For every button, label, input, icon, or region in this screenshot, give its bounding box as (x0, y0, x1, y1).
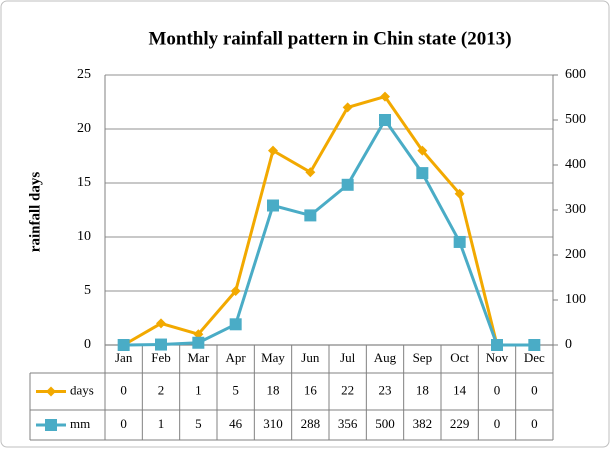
y-tick-label: 10 (77, 229, 91, 244)
table-cell: 16 (304, 382, 318, 397)
table-cell: 356 (338, 416, 358, 431)
point (45, 419, 57, 431)
point (341, 178, 354, 191)
y-tick-label: 5 (84, 283, 91, 298)
y-axis-label: rainfall days (27, 172, 43, 253)
series-line (122, 94, 535, 347)
y-tick-label: 25 (77, 67, 91, 82)
table-cell: 0 (494, 416, 501, 431)
point (229, 318, 242, 331)
legend-label: days (70, 382, 94, 397)
point (342, 102, 353, 113)
x-tick-label: Sep (413, 350, 433, 365)
point (491, 339, 503, 351)
point (453, 235, 466, 248)
table-cell: 288 (301, 416, 321, 431)
table-cell: 382 (413, 416, 433, 431)
y2-tick-label: 200 (565, 247, 586, 262)
point (230, 286, 241, 296)
y-tick-label: 20 (77, 121, 91, 136)
table-cell: 0 (494, 382, 501, 397)
point (155, 338, 167, 351)
table-cell: 0 (531, 416, 538, 431)
table-cell: 0 (120, 416, 127, 431)
point (46, 386, 56, 397)
point (304, 209, 317, 222)
table-cell: 0 (120, 382, 127, 397)
point (117, 339, 130, 351)
y2-tick-label: 500 (565, 112, 586, 127)
table-cell: 2 (158, 382, 165, 397)
chart-title: Monthly rainfall pattern in Chin state (… (148, 28, 511, 49)
point (192, 336, 205, 349)
x-tick-label: Jan (115, 350, 133, 365)
y2-tick-label: 0 (565, 337, 572, 352)
series-line (123, 117, 535, 347)
x-tick-label: Dec (524, 350, 545, 365)
point (379, 114, 391, 126)
point (454, 188, 465, 199)
y-tick-label: 15 (77, 175, 91, 190)
point (156, 318, 166, 329)
y-tick-label: 0 (84, 337, 91, 352)
y2-tick-label: 600 (565, 67, 586, 82)
table-cell: 46 (229, 416, 243, 431)
table-cell: 23 (379, 382, 392, 397)
table-cell: 14 (453, 382, 467, 397)
x-tick-label: Jun (301, 350, 320, 365)
y2-tick-label: 100 (565, 292, 586, 307)
table-cell: 0 (531, 382, 538, 397)
table-cell: 22 (341, 382, 354, 397)
table-cell: 5 (232, 382, 239, 397)
point (305, 167, 316, 178)
table-cell: 229 (450, 416, 470, 431)
table-cell: 1 (195, 382, 202, 397)
x-tick-label: May (261, 350, 285, 365)
point (417, 145, 428, 156)
table-cell: 1 (158, 416, 165, 431)
point (380, 91, 390, 102)
x-tick-label: Aug (374, 350, 397, 365)
point (528, 339, 541, 351)
table-cell: 18 (416, 382, 429, 397)
table-cell: 18 (267, 382, 280, 397)
table-cell: 500 (375, 416, 395, 431)
x-tick-label: Oct (450, 350, 469, 365)
point (268, 145, 278, 156)
table-cell: 310 (263, 416, 283, 431)
x-tick-label: Apr (226, 350, 247, 365)
point (416, 167, 429, 180)
x-tick-label: Jul (340, 350, 356, 365)
y2-tick-label: 300 (565, 202, 586, 217)
table-cell: 5 (195, 416, 202, 431)
x-tick-label: Mar (187, 350, 209, 365)
point (193, 329, 204, 340)
point (267, 199, 279, 212)
legend-label: mm (70, 416, 90, 431)
x-tick-label: Feb (151, 350, 171, 365)
x-tick-label: Nov (486, 350, 509, 365)
y2-tick-label: 400 (565, 157, 586, 172)
